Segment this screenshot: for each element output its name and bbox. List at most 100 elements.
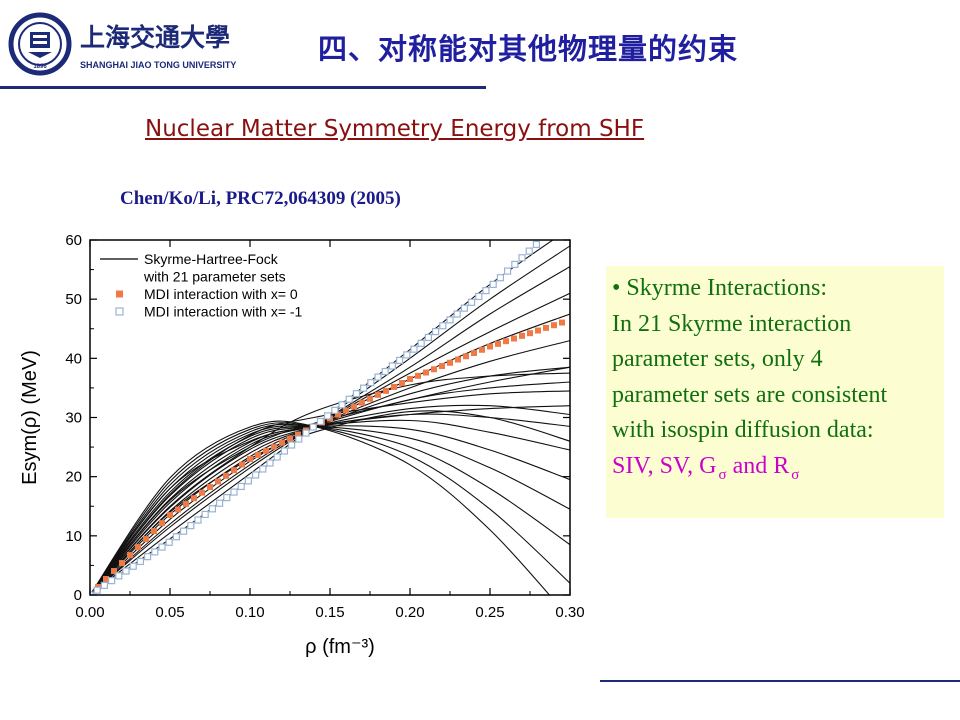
mdi-xm1-point [532,240,541,249]
r-sigma-subscript: σ [791,466,800,483]
mdi-x0-point [551,322,557,329]
university-logo: 1896 上海交通大學 SHANGHAI JIAO TONG UNIVERSIT… [8,12,236,76]
logo-year: 1896 [33,64,47,70]
skyrme-curve [90,313,570,595]
mdi-x0-point [143,536,149,543]
mdi-x0-point [207,484,213,491]
mdi-x0-point [559,319,565,326]
mdi-x0-point [247,455,253,462]
mdi-xm1-point [446,316,454,324]
skyrme-curve [90,340,570,595]
mdi-x0-point [239,461,245,468]
mdi-xm1-point [489,280,497,288]
mdi-x0-point [463,353,469,360]
mdi-xm1-point [338,401,346,409]
mdi-xm1-point [208,505,216,513]
mdi-xm1-point [352,390,360,398]
mdi-xm1-point [180,527,188,535]
skyrme-curve [90,366,570,595]
mdi-x0-point [391,383,397,390]
mdi-xm1-point [374,373,382,381]
mdi-x0-point [263,447,269,454]
x-axis-label: ρ (fm⁻³) [305,636,375,658]
mdi-x0-point [223,472,229,479]
mdi-xm1-point [324,412,332,420]
mdi-xm1-point [100,581,109,590]
mdi-xm1-point [172,533,180,541]
mdi-x0-point [343,407,349,414]
mdi-x0-point [447,359,453,366]
y-tick-label: 50 [65,291,82,308]
mdi-x0-point [519,332,525,339]
mdi-xm1-point [417,339,425,347]
mdi-x0-point [383,387,389,394]
consistent-sets-and: and R [726,452,790,479]
mdi-xm1-point [194,516,202,524]
mdi-xm1-point [331,406,339,414]
mdi-xm1-point [482,286,490,295]
mdi-xm1-point [396,356,404,365]
mdi-xm1-point [122,567,130,575]
mdi-x0-point [159,520,165,527]
x-tick-label: 0.10 [235,604,264,621]
mdi-x0-point [287,435,293,442]
mdi-x0-point [431,366,437,373]
mdi-x0-point [183,500,189,507]
mdi-x0-point [495,340,501,347]
mdi-x0-point [543,324,549,331]
mdi-x0-point [119,560,125,567]
mdi-xm1-point [129,562,137,570]
x-tick-label: 0.00 [75,604,104,621]
note-heading-line: • Skyrme Interactions: [612,271,944,307]
mdi-xm1-point [453,310,461,318]
mdi-xm1-point [504,267,512,275]
y-tick-label: 30 [65,410,82,427]
y-tick-label: 60 [65,232,82,249]
y-tick-label: 40 [65,350,82,367]
mdi-xm1-point [424,333,432,342]
page-title: 四、对称能对其他物理量的约束 [318,32,739,66]
mdi-xm1-point [151,548,159,556]
mdi-xm1-point [237,482,245,491]
x-tick-label: 0.15 [315,604,344,621]
mdi-x0-point [167,512,173,519]
mdi-xm1-point [460,304,468,312]
mdi-xm1-point [136,557,144,566]
mdi-xm1-point [302,429,310,437]
mdi-xm1-point [252,471,260,479]
mdi-x0-point [455,356,461,363]
mdi-xm1-point [410,345,418,353]
mdi-xm1-point [360,384,368,392]
x-tick-label: 0.25 [475,604,504,621]
mdi-xm1-point [468,298,476,306]
mdi-x0-point [135,544,141,551]
mdi-xm1-point [93,586,101,594]
mdi-x0-point [399,379,405,386]
title-divider [0,86,486,89]
citation-reference: Chen/Ko/Li, PRC72,064309 (2005) [120,188,401,209]
mdi-xm1-point [259,465,267,473]
mdi-xm1-point [316,417,324,426]
mdi-xm1-point [295,435,303,443]
x-tick-label: 0.20 [395,604,424,621]
mdi-x0-point [255,451,261,458]
mdi-x0-point [535,327,541,334]
mdi-xm1-point [309,423,317,431]
mdi-xm1-point [244,477,252,485]
y-tick-label: 10 [65,528,82,545]
mdi-xm1-point [511,260,519,269]
chart-legend: Skyrme-Hartree-Fock with 21 parameter set… [100,251,303,320]
mdi-xm1-point [158,543,166,551]
mdi-xm1-point [115,572,123,580]
y-axis-label: Esym(ρ) (MeV) [19,350,41,485]
y-tick-label: 20 [65,469,82,486]
mdi-xm1-point [266,459,274,467]
mdi-xm1-point [216,499,224,507]
mdi-x0-point [487,343,493,350]
logo-english-name: SHANGHAI JIAO TONG UNIVERSITY [80,60,236,70]
mdi-x0-point [479,346,485,353]
symmetry-energy-chart: 0.00 0.05 0.10 0.15 0.20 0.25 0.30 0 10 20 30 40 50 6… [19,232,585,658]
mdi-x0-point [351,403,357,410]
note-line: In 21 Skyrme interaction [612,310,852,337]
